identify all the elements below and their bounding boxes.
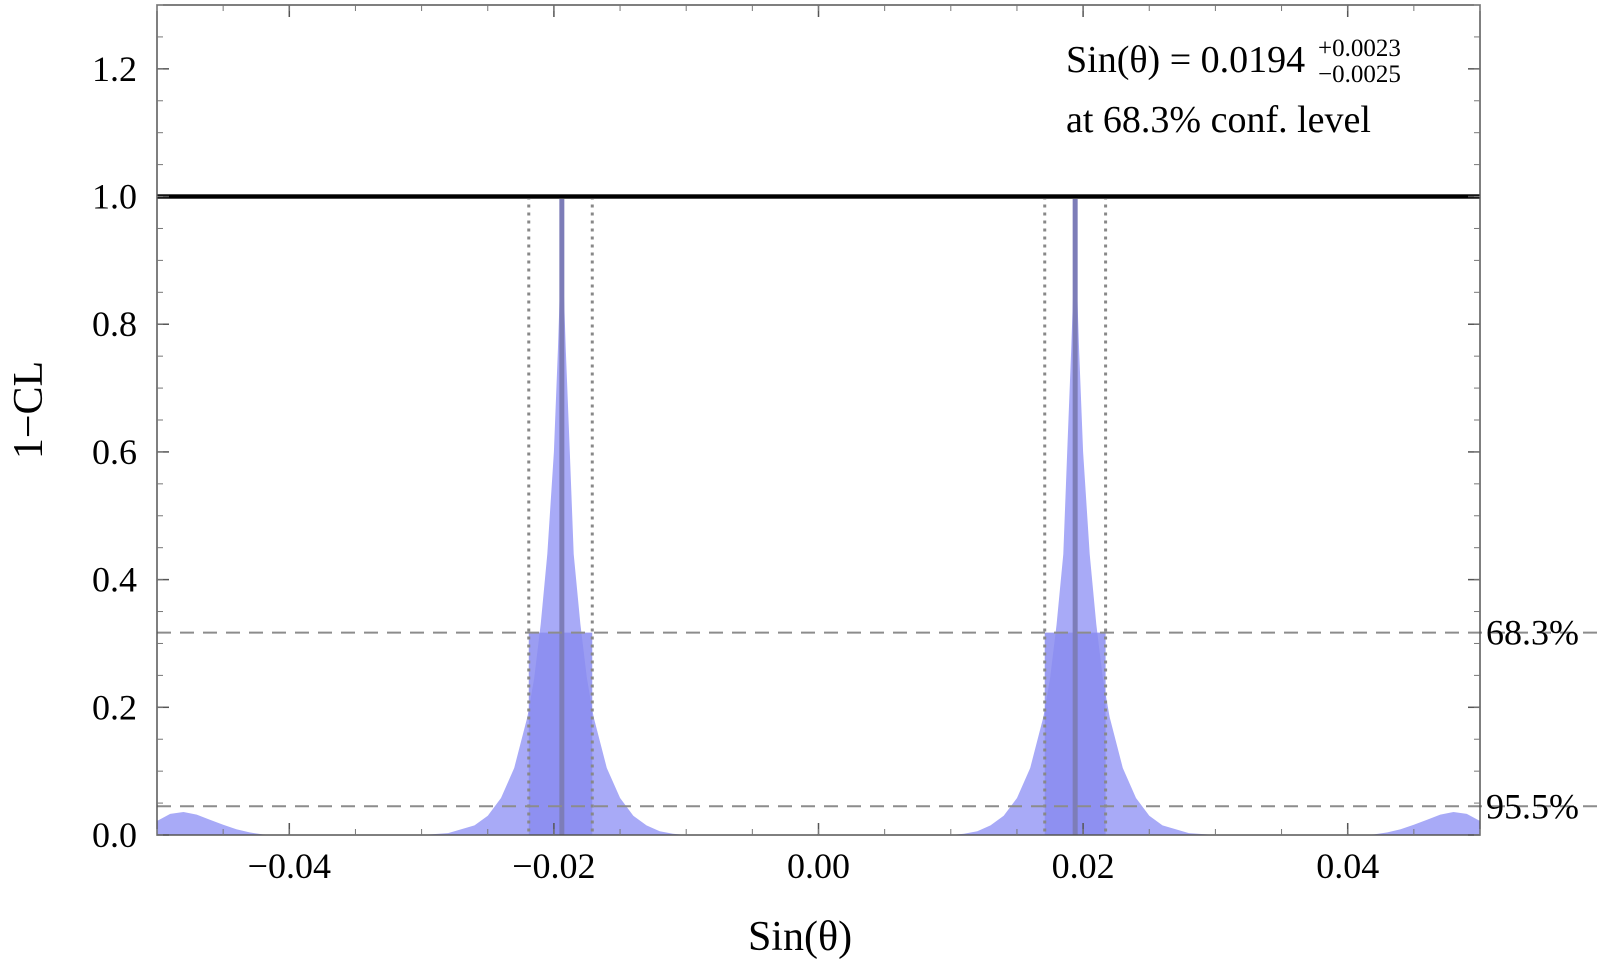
x-tick-label: −0.02 bbox=[512, 846, 595, 886]
annotation-sub: −0.0025 bbox=[1318, 61, 1401, 88]
annotation-sup: +0.0023 bbox=[1318, 35, 1401, 62]
plot-area: 68.3% 95.5% bbox=[157, 194, 1600, 835]
svg-text:Sin(θ) = 0.0194: Sin(θ) = 0.0194 bbox=[1066, 39, 1305, 81]
annotation-main: Sin(θ) = 0.0194 bbox=[1066, 39, 1305, 81]
y-tick-label: 0.2 bbox=[92, 687, 137, 727]
cl-label-2: 95.5% bbox=[1486, 786, 1579, 826]
annotation-line2: at 68.3% conf. level bbox=[1066, 99, 1371, 141]
cl-label-1: 68.3% bbox=[1486, 613, 1579, 653]
y-tick-label: 0.6 bbox=[92, 432, 137, 472]
likelihood-area bbox=[157, 231, 1480, 835]
y-tick-label: 0.4 bbox=[92, 560, 137, 600]
y-tick-label: 0.8 bbox=[92, 304, 137, 344]
x-tick-label: 0.04 bbox=[1316, 846, 1379, 886]
y-axis-title: 1−CL bbox=[6, 361, 52, 459]
x-tick-label: 0.02 bbox=[1052, 846, 1115, 886]
x-axis-title: Sin(θ) bbox=[748, 914, 852, 960]
y-tick-label: 1.2 bbox=[92, 49, 137, 89]
y-tick-label: 0.0 bbox=[92, 815, 137, 855]
x-tick-label: 0.00 bbox=[787, 846, 850, 886]
fit-annotation: Sin(θ) = 0.0194 +0.0023 −0.0025 at 68.3%… bbox=[1066, 35, 1401, 141]
x-tick-label: −0.04 bbox=[248, 846, 331, 886]
y-tick-label: 1.0 bbox=[92, 177, 137, 217]
axis-ticks: −0.04 −0.02 0.00 0.02 0.04 0.0 0.2 0.4 0.6 0.8 1.0… bbox=[92, 4, 1481, 886]
